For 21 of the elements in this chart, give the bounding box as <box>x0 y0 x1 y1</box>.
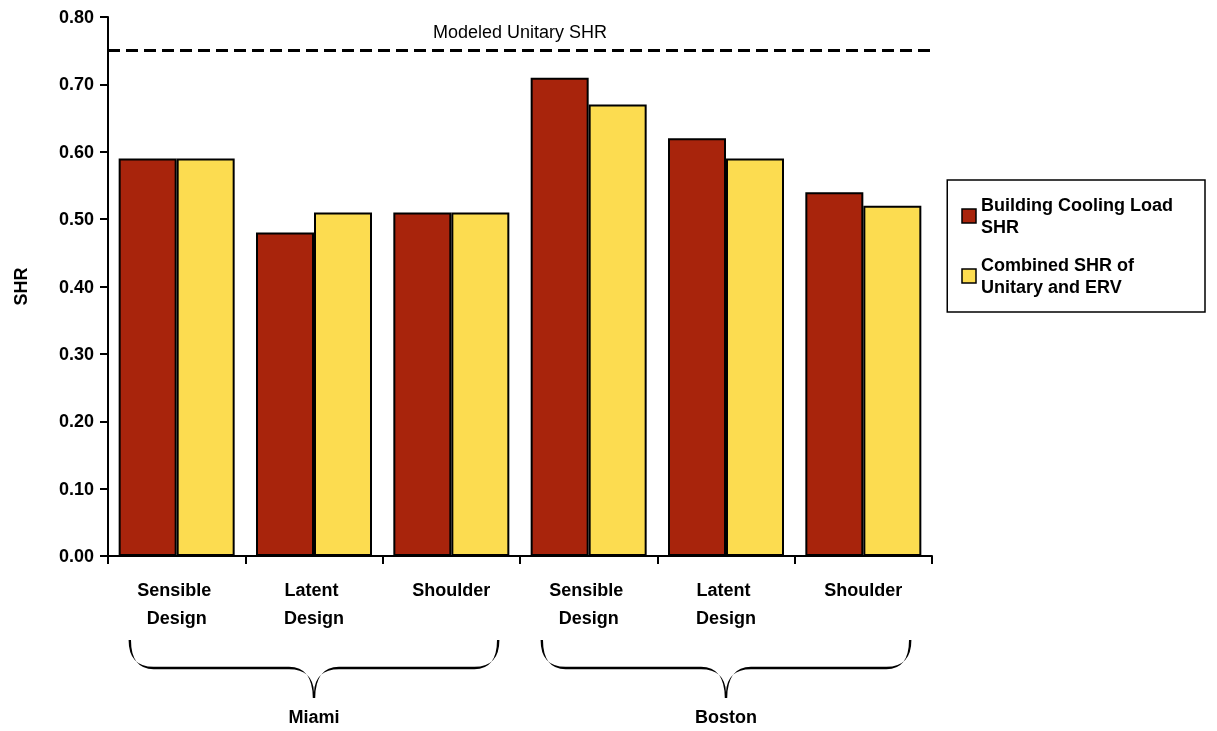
y-tick-label: 0.00 <box>58 546 94 566</box>
x-tick-label: Latent Design <box>283 580 345 628</box>
text: Boston <box>695 707 757 728</box>
x-tick-label: Sensible Design <box>549 580 629 628</box>
y-tick-label: 0.60 <box>58 141 94 162</box>
legend-label: Building Cooling Load SHR <box>981 195 1178 237</box>
y-tick-label: 0.30 <box>58 343 94 364</box>
y-tick-label: 0.80 <box>58 7 94 27</box>
legend-label: Combined SHR of Unitary and ERV <box>981 255 1139 297</box>
x-tick-label: Shoulder <box>824 580 903 600</box>
y-tick-label: 0.70 <box>58 74 94 95</box>
ref-line-label: Modeled Unitary SHR <box>432 21 608 42</box>
y-axis-title: SHR <box>11 267 31 306</box>
y-tick-label: 0.10 <box>58 478 94 499</box>
text: Miami <box>288 707 340 728</box>
x-tick-label: Latent Design <box>695 580 757 628</box>
x-tick-label: Shoulder <box>412 580 491 600</box>
y-tick-label: 0.40 <box>58 276 94 297</box>
y-tick-label: 0.50 <box>58 209 94 230</box>
x-tick-label: Sensible Design <box>137 580 217 628</box>
y-tick-label: 0.20 <box>58 411 94 432</box>
